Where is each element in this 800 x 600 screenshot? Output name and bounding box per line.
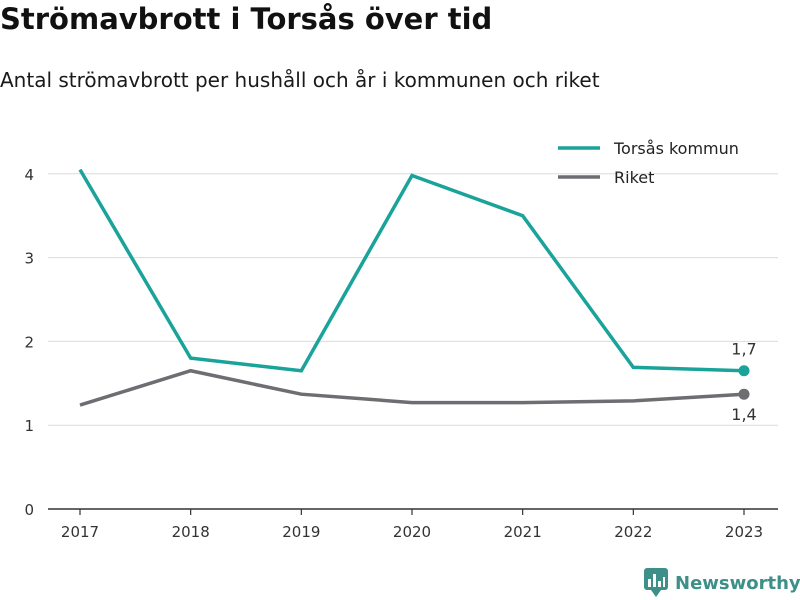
series-end-point-2	[738, 388, 750, 400]
chart-title: Strömavbrott i Torsås över tid	[0, 2, 493, 36]
brand-logo: Newsworthy	[644, 568, 800, 598]
newsworthy-logo-icon	[644, 568, 668, 597]
legend-label-1: Torsås kommun	[613, 139, 739, 158]
x-tick-label: 2021	[504, 523, 542, 541]
series-end-point-1	[738, 365, 750, 377]
x-tick-label: 2020	[393, 523, 431, 541]
x-tick-label: 2019	[282, 523, 320, 541]
legend-label-2: Riket	[614, 168, 654, 187]
y-tick-label: 1	[24, 417, 34, 435]
y-tick-label: 0	[24, 501, 34, 519]
y-tick-label: 3	[24, 250, 34, 268]
data-label: 1,4	[731, 405, 756, 424]
x-tick-label: 2023	[725, 523, 763, 541]
data-label: 1,7	[731, 340, 756, 359]
x-tick-label: 2017	[61, 523, 99, 541]
y-tick-label: 4	[24, 166, 34, 184]
series-line-2	[79, 368, 745, 407]
x-tick-label: 2018	[172, 523, 210, 541]
chart-subtitle: Antal strömavbrott per hushåll och år i …	[0, 68, 600, 92]
x-tick-label: 2022	[614, 523, 652, 541]
series-line-1	[78, 168, 745, 373]
y-tick-label: 2	[24, 333, 34, 351]
brand-name: Newsworthy	[675, 572, 800, 594]
